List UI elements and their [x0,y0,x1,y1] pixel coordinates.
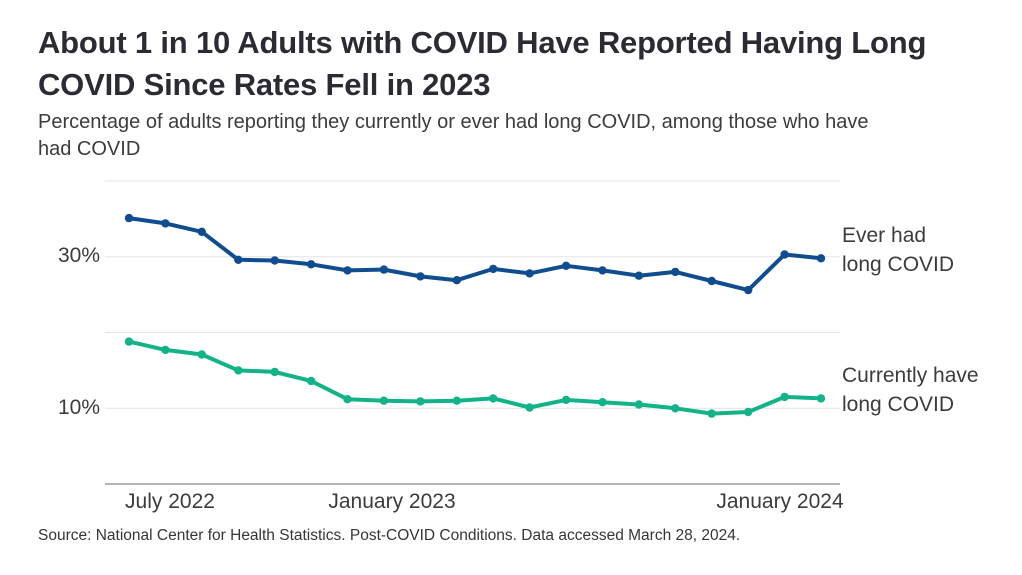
data-point-ever-0 [124,213,134,223]
data-point-current-6 [343,395,352,404]
data-point-current-18 [780,392,789,402]
data-point-current-17 [744,407,753,417]
data-point-current-19 [816,394,826,403]
data-point-ever-11 [525,269,534,278]
data-point-ever-8 [416,272,425,281]
series-label-currently-have-long-covid: Currently have long COVID [842,364,979,416]
data-point-current-8 [416,397,425,406]
data-point-current-2 [197,350,206,359]
data-point-current-13 [598,398,607,407]
data-point-ever-6 [343,266,352,275]
data-point-current-0 [124,337,134,346]
data-point-ever-13 [598,266,607,275]
data-point-current-14 [634,400,644,409]
chart-title-line-2: COVID Since Rates Fell in 2023 [38,67,491,102]
series-label-ever-had-long-covid: Ever had long COVID [842,224,955,276]
data-point-current-9 [452,396,461,405]
chart-subtitle-line-2: had COVID [38,138,141,160]
source-note: Source: National Center for Health Stati… [38,527,741,544]
data-point-ever-1 [161,219,170,228]
data-point-ever-9 [452,276,461,285]
y-axis-tick-30: 30% [57,244,100,267]
data-point-current-15 [671,404,680,413]
data-point-current-4 [270,367,279,377]
data-point-ever-16 [707,276,716,286]
chart-subtitle: Percentage of adults reporting they curr… [38,109,988,163]
chart-title-line-1: About 1 in 10 Adults with COVID Have Rep… [38,25,927,60]
data-point-ever-4 [270,256,279,265]
data-point-current-5 [306,376,316,386]
data-point-ever-12 [561,261,571,270]
data-point-current-10 [489,394,498,403]
x-axis-tick-january-2024: January 2024 [716,490,844,513]
data-point-current-11 [525,403,534,412]
data-point-ever-14 [634,271,644,280]
series-line-ever [127,216,823,293]
data-point-ever-7 [379,265,389,274]
x-axis-tick-july-2022: July 2022 [125,490,215,513]
y-axis-tick-10: 10% [57,396,100,419]
data-point-ever-18 [780,250,789,259]
data-point-ever-3 [234,255,243,264]
data-point-ever-15 [671,267,680,277]
data-point-current-7 [379,396,389,405]
data-point-current-1 [161,345,170,355]
data-point-current-16 [707,409,716,418]
data-point-current-12 [561,395,571,405]
x-axis-tick-january-2023: January 2023 [328,490,456,513]
data-point-ever-17 [744,285,753,295]
data-point-ever-2 [197,227,206,236]
data-point-ever-19 [816,254,826,263]
chart-title: About 1 in 10 Adults with COVID Have Rep… [38,22,988,106]
data-point-ever-10 [489,264,498,274]
data-point-current-3 [234,366,243,375]
chart-subtitle-line-1: Percentage of adults reporting they curr… [38,111,869,133]
data-point-ever-5 [306,260,316,269]
series-line-current [127,339,823,416]
